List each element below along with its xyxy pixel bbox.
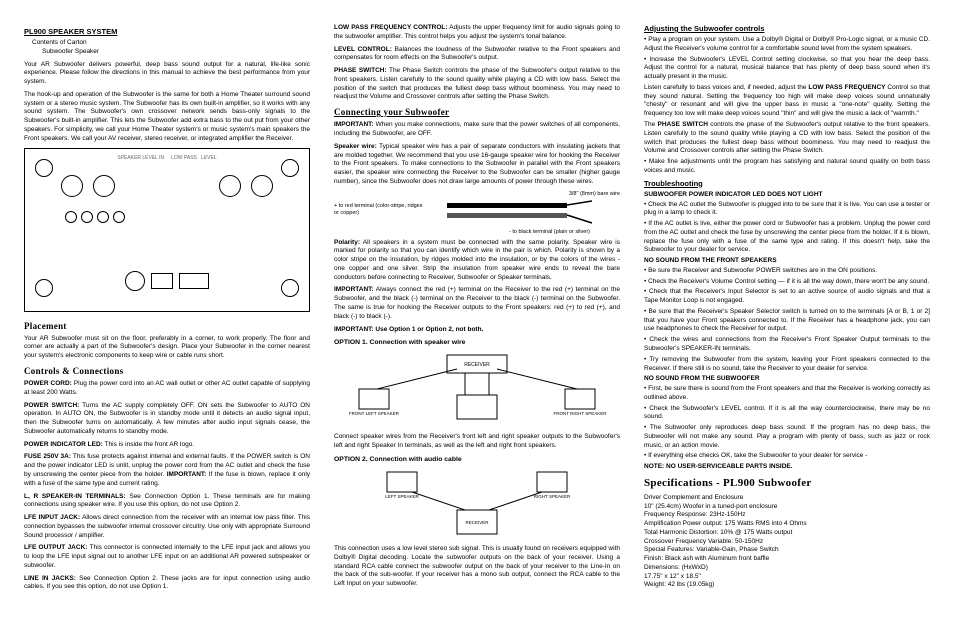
spec-9: Dimensions: (HxWxD) <box>644 564 930 573</box>
intro-para-2: The hook-up and operation of the Subwoof… <box>24 91 310 144</box>
tr-bullet-10: • Check the Subwoofer's LEVEL control. I… <box>644 405 930 423</box>
tr-bullet-11: • The Subwoofer only reproduces deep bas… <box>644 424 930 450</box>
spec-3: Frequency Response: 23Hz-150Hz <box>644 511 930 520</box>
tr-bullet-6: • Be sure that the Receiver's Speaker Se… <box>644 308 930 334</box>
tr-bullet-12: • If everything else checks OK, take the… <box>644 452 930 461</box>
option2-para: This connection uses a low level stereo … <box>334 545 620 589</box>
adjust-bullet-1: • Play a program on your system. Use a D… <box>644 36 930 54</box>
spec-11: Weight: 42 lbs (19.05kg) <box>644 581 930 590</box>
connect-important-para: IMPORTANT: When you make connections, ma… <box>334 121 620 139</box>
tr-bullet-3: • Be sure the Receiver and Subwoofer POW… <box>644 267 930 276</box>
led-para: POWER INDICATOR LED: This is inside the … <box>24 441 310 450</box>
power-switch-para: POWER SWITCH: Turns the AC supply comple… <box>24 402 310 437</box>
tr-note: NOTE: NO USER-SERVICEABLE PARTS INSIDE. <box>644 463 930 472</box>
tr-bullet-5: • Check that the Receiver's Input Select… <box>644 288 930 306</box>
adjusting-heading: Adjusting the Subwoofer controls <box>644 24 930 34</box>
spec-2: 10" (25.4cm) Woofer in a tuned-port encl… <box>644 503 930 512</box>
svg-text:RIGHT SPEAKER: RIGHT SPEAKER <box>534 494 571 499</box>
adjust-bullet-3: Listen carefully to bass voices and, if … <box>644 84 930 119</box>
phase-para: PHASE SWITCH: The Phase Switch controls … <box>334 67 620 102</box>
contents-line: Contents of Carton <box>32 39 310 48</box>
tr-bullet-1: • Check the AC outlet the Subwoofer is p… <box>644 201 930 219</box>
linein-para: LINE IN JACKS: See Connection Option 2. … <box>24 575 310 593</box>
level-para: LEVEL CONTROL: Balances the loudness of … <box>334 46 620 64</box>
svg-text:RECEIVER: RECEIVER <box>464 362 490 368</box>
option2-diagram: LEFT SPEAKER RIGHT SPEAKER RECEIVER <box>334 466 620 541</box>
t-nosoundfront-heading: NO SOUND FROM THE FRONT SPEAKERS <box>644 257 930 266</box>
tr-bullet-9: • First, be sure there is sound from the… <box>644 385 930 403</box>
spec-4: Amplification Power output: 175 Watts RM… <box>644 520 930 529</box>
rear-panel-diagram: SPEAKER LEVEL IN LOW PASS LEVEL <box>24 148 310 312</box>
system-title: PL900 SPEAKER SYSTEM <box>24 27 310 37</box>
placement-heading: Placement <box>24 320 310 332</box>
tr-bullet-2: • If the AC outlet is live, either the p… <box>644 220 930 255</box>
intro-para-1: Your AR Subwoofer delivers powerful, dee… <box>24 61 310 87</box>
lpfc-para: LOW PASS FREQUENCY CONTROL: Adjusts the … <box>334 24 620 42</box>
adjust-bullet-4: The PHASE SWITCH controls the phase of t… <box>644 121 930 156</box>
controls-heading: Controls & Connections <box>24 365 310 377</box>
lrterm-para: L, R SPEAKER-IN TERMINALS: See Connectio… <box>24 493 310 511</box>
option1-diagram: RECEIVER FRONT LEFT SPEAKER FRONT RIGHT … <box>334 349 620 429</box>
power-cord-para: POWER CORD: Plug the power cord into an … <box>24 380 310 398</box>
polarity-para: Polarity: All speakers in a system must … <box>334 239 620 283</box>
adjust-bullet-2: • Increase the Subwoofer's LEVEL Control… <box>644 56 930 82</box>
troubleshooting-heading: Troubleshooting <box>644 179 930 189</box>
spec-1: Driver Complement and Enclosure <box>644 494 930 503</box>
svg-text:RECEIVER: RECEIVER <box>465 520 489 525</box>
spec-6: Crossover Frequency Variable: 50-150Hz <box>644 538 930 547</box>
wire-diagram: 3/8" (8mm) bare wire + to red terminal (… <box>334 191 620 233</box>
t-nosoundsub-heading: NO SOUND FROM THE SUBWOOFER <box>644 375 930 384</box>
tr-bullet-7: • Check the wires and connections from t… <box>644 336 930 354</box>
spec-5: Total Harmonic Distortion: 10% @ 175 Wat… <box>644 529 930 538</box>
spec-8: Finish: Black ash with Aluminum front ba… <box>644 555 930 564</box>
spec-7: Special Features: Variable-Gain, Phase S… <box>644 546 930 555</box>
polarity-important-para: IMPORTANT: Always connect the red (+) te… <box>334 286 620 321</box>
specs-heading: Specifications - PL900 Subwoofer <box>644 476 930 491</box>
svg-text:FRONT RIGHT SPEAKER: FRONT RIGHT SPEAKER <box>553 411 607 416</box>
option1-heading: OPTION 1. Connection with speaker wire <box>334 338 620 347</box>
placement-para: Your AR Subwoofer must sit on the floor,… <box>24 335 310 361</box>
t-led-heading: SUBWOOFER POWER INDICATOR LED DOES NOT L… <box>644 191 930 200</box>
fuse-para: FUSE 250V 3A: This fuse protects against… <box>24 453 310 488</box>
spec-10: 17.75" x 12" x 18.5" <box>644 573 930 582</box>
adjust-bullet-5: • Make fine adjustments until the progra… <box>644 158 930 176</box>
tr-bullet-8: • Try removing the Subwoofer from the sy… <box>644 356 930 374</box>
connecting-heading: Connecting your Subwoofer <box>334 106 620 118</box>
use-one-option-line: IMPORTANT: Use Option 1 or Option 2, not… <box>334 326 620 335</box>
lfein-para: LFE INPUT JACK: Allows direct connection… <box>24 514 310 540</box>
svg-text:LEFT SPEAKER: LEFT SPEAKER <box>385 494 419 499</box>
svg-text:FRONT LEFT SPEAKER: FRONT LEFT SPEAKER <box>349 411 400 416</box>
option1-para: Connect speaker wires from the Receiver'… <box>334 433 620 451</box>
lfeout-para: LFE OUTPUT JACK: This connector is conne… <box>24 544 310 570</box>
option2-heading: OPTION 2. Connection with audio cable <box>334 455 620 464</box>
speaker-wire-para: Speaker wire: Typical speaker wire has a… <box>334 143 620 187</box>
tr-bullet-4: • Check the Receiver's Volume Control se… <box>644 278 930 287</box>
sub-speaker-line: Subwoofer Speaker <box>42 48 310 57</box>
